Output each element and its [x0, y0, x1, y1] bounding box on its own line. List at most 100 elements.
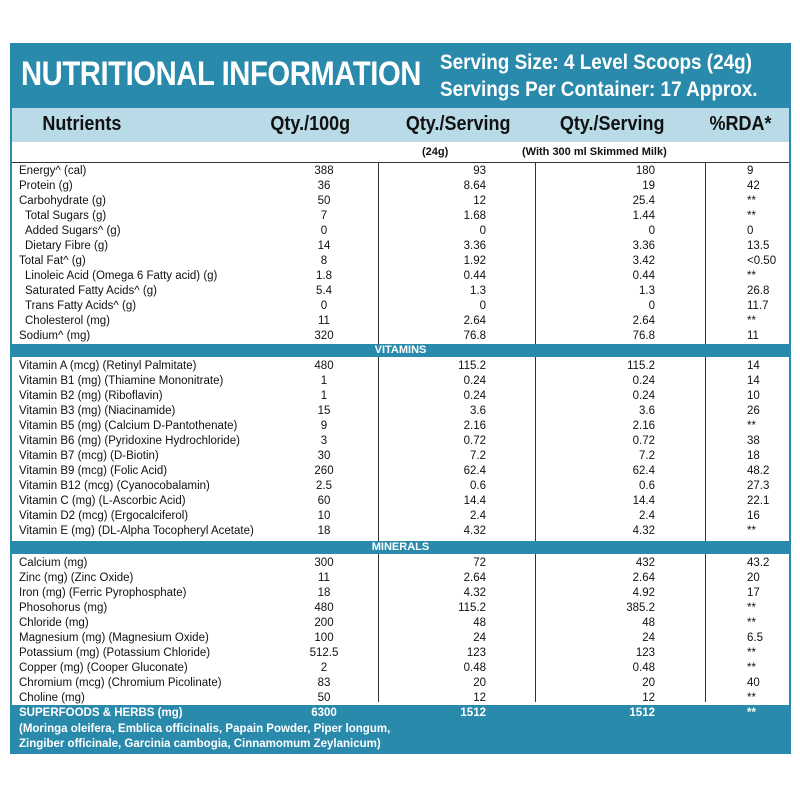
- qty-per-serving-milk: 0.6: [639, 480, 655, 492]
- rda-value: 26.8: [747, 285, 770, 297]
- qty-per-100g: 8: [320, 255, 328, 267]
- nutrient-name: Copper (mg) (Cooper Gluconate): [19, 662, 188, 674]
- rda-value: 42: [747, 180, 760, 192]
- nutrient-name: Total Fat^ (g): [19, 255, 86, 267]
- qty-per-serving-milk: 0.72: [632, 435, 655, 447]
- superfoods-milk: 1512: [629, 707, 655, 719]
- table-top-divider: [12, 162, 789, 163]
- qty-per-100g: 14: [317, 240, 331, 252]
- qty-per-serving-milk: 14.4: [632, 495, 655, 507]
- nutrient-name: Choline (mg): [19, 692, 85, 704]
- nutrient-name: Vitamin B7 (mcg) (D-Biotin): [19, 450, 159, 462]
- superfoods-per100: 6300: [311, 707, 337, 719]
- table-row: Choline (mg) 50 12 12 **: [12, 691, 789, 706]
- rda-value: 14: [747, 375, 760, 387]
- rda-value: 10: [747, 390, 760, 402]
- qty-per-serving: 1.68: [463, 210, 486, 222]
- subheader-milk: (With 300 ml Skimmed Milk): [522, 146, 667, 158]
- qty-per-serving-milk: 12: [642, 692, 655, 704]
- qty-per-100g: 1: [320, 375, 328, 387]
- qty-per-serving-milk: 115.2: [627, 360, 655, 372]
- qty-per-serving-milk: 0.24: [632, 375, 655, 387]
- nutrient-name: Vitamin B2 (mg) (Riboflavin): [19, 390, 163, 402]
- qty-per-serving: 2.64: [463, 315, 486, 327]
- header-qty-100g: Qty./100g: [270, 113, 351, 135]
- table-row: Trans Fatty Acids^ (g) 0 0 0 11.7: [12, 299, 789, 314]
- qty-per-serving: 0.48: [463, 662, 486, 674]
- nutrient-name: Vitamin B1 (mg) (Thiamine Mononitrate): [19, 375, 224, 387]
- qty-per-serving: 3.6: [470, 405, 486, 417]
- qty-per-serving: 4.32: [463, 587, 486, 599]
- superfoods-herbs-line: Zingiber officinale, Garcinia cambogia, …: [19, 738, 381, 750]
- table-row: Magnesium (mg) (Magnesium Oxide) 100 24 24 6…: [12, 631, 789, 646]
- table-row: Calcium (mg) 300 72 432 43.2: [12, 556, 789, 571]
- rda-value: 40: [747, 677, 760, 689]
- qty-per-serving-milk: 20: [642, 677, 655, 689]
- table-row: Dietary Fibre (g) 14 3.36 3.36 13.5: [12, 239, 789, 254]
- nutrient-name: Sodium^ (mg): [19, 330, 91, 342]
- qty-per-100g: 9: [320, 420, 328, 432]
- rda-value: **: [747, 195, 756, 207]
- rda-value: **: [747, 617, 756, 629]
- qty-per-serving-milk: 0: [648, 225, 655, 237]
- table-row: Vitamin B6 (mg) (Pyridoxine Hydrochlorid…: [12, 434, 789, 449]
- table-row: Vitamin E (mg) (DL-Alpha Tocopheryl Acet…: [12, 524, 789, 539]
- qty-per-100g: 260: [314, 465, 334, 477]
- table-row: Zinc (mg) (Zinc Oxide) 11 2.64 2.64 20: [12, 571, 789, 586]
- qty-per-100g: 2.5: [316, 480, 332, 492]
- servings-per-container: Servings Per Container: 17 Approx.: [440, 78, 758, 101]
- qty-per-serving: 0: [479, 225, 486, 237]
- qty-per-100g: 5.4: [316, 285, 332, 297]
- table-row: Vitamin B5 (mg) (Calcium D-Pantothenate)…: [12, 419, 789, 434]
- nutrient-name: Linoleic Acid (Omega 6 Fatty acid) (g): [25, 270, 218, 282]
- nutrient-name: Dietary Fibre (g): [25, 240, 109, 252]
- rda-value: **: [747, 315, 756, 327]
- rda-value: 22.1: [747, 495, 770, 507]
- qty-per-serving: 0.6: [470, 480, 486, 492]
- superfoods-herbs-line: (Moringa oleifera, Emblica officinalis, …: [19, 723, 391, 735]
- qty-per-serving-milk: 385.2: [626, 602, 655, 614]
- qty-per-serving-milk: 24: [642, 632, 655, 644]
- qty-per-100g: 50: [317, 195, 331, 207]
- qty-per-serving: 14.4: [463, 495, 486, 507]
- table-row: Linoleic Acid (Omega 6 Fatty acid) (g) 1.…: [12, 269, 789, 284]
- qty-per-100g: 10: [317, 510, 331, 522]
- table-row: Vitamin B7 (mcg) (D-Biotin) 30 7.2 7.2 18: [12, 449, 789, 464]
- qty-per-serving: 20: [473, 677, 486, 689]
- qty-per-serving-milk: 0.44: [632, 270, 655, 282]
- qty-per-100g: 320: [314, 330, 334, 342]
- qty-per-serving: 2.16: [463, 420, 486, 432]
- qty-per-serving-milk: 62.4: [632, 465, 655, 477]
- qty-per-serving: 3.36: [463, 240, 486, 252]
- nutrient-name: Trans Fatty Acids^ (g): [25, 300, 137, 312]
- qty-per-serving: 93: [473, 165, 486, 177]
- qty-per-serving: 0.24: [463, 390, 486, 402]
- qty-per-serving: 12: [473, 692, 486, 704]
- column-header-row: Nutrients Qty./100g Qty./Serving Qty./Se…: [12, 108, 789, 142]
- nutrient-name: Phosohorus (mg): [19, 602, 108, 614]
- table-row: Cholesterol (mg) 11 2.64 2.64 **: [12, 314, 789, 329]
- nutrient-name: Vitamin B5 (mg) (Calcium D-Pantothenate): [19, 420, 238, 432]
- table-row: Energy^ (cal) 388 93 180 9: [12, 164, 789, 179]
- qty-per-100g: 512.5: [309, 647, 339, 659]
- qty-per-100g: 0: [320, 300, 328, 312]
- table-row: Total Sugars (g) 7 1.68 1.44 **: [12, 209, 789, 224]
- rda-value: 9: [747, 165, 754, 177]
- qty-per-serving: 0: [479, 300, 486, 312]
- qty-per-100g: 1.8: [316, 270, 332, 282]
- rda-value: 6.5: [747, 632, 763, 644]
- qty-per-serving-milk: 1.44: [632, 210, 655, 222]
- nutrient-name: Vitamin E (mg) (DL-Alpha Tocopheryl Acet…: [19, 525, 254, 537]
- qty-per-serving: 1.3: [470, 285, 486, 297]
- qty-per-serving-milk: 4.32: [632, 525, 655, 537]
- qty-per-100g: 50: [317, 692, 331, 704]
- qty-per-serving-milk: 180: [635, 165, 655, 177]
- rda-value: **: [747, 525, 756, 537]
- rda-value: **: [747, 692, 756, 704]
- qty-per-100g: 7: [320, 210, 328, 222]
- rda-value: 38: [747, 435, 760, 447]
- table-row: Protein (g) 36 8.64 19 42: [12, 179, 789, 194]
- table-row: Chloride (mg) 200 48 48 **: [12, 616, 789, 631]
- section-header-minerals: MINERALS: [12, 541, 789, 554]
- qty-per-100g: 480: [314, 602, 334, 614]
